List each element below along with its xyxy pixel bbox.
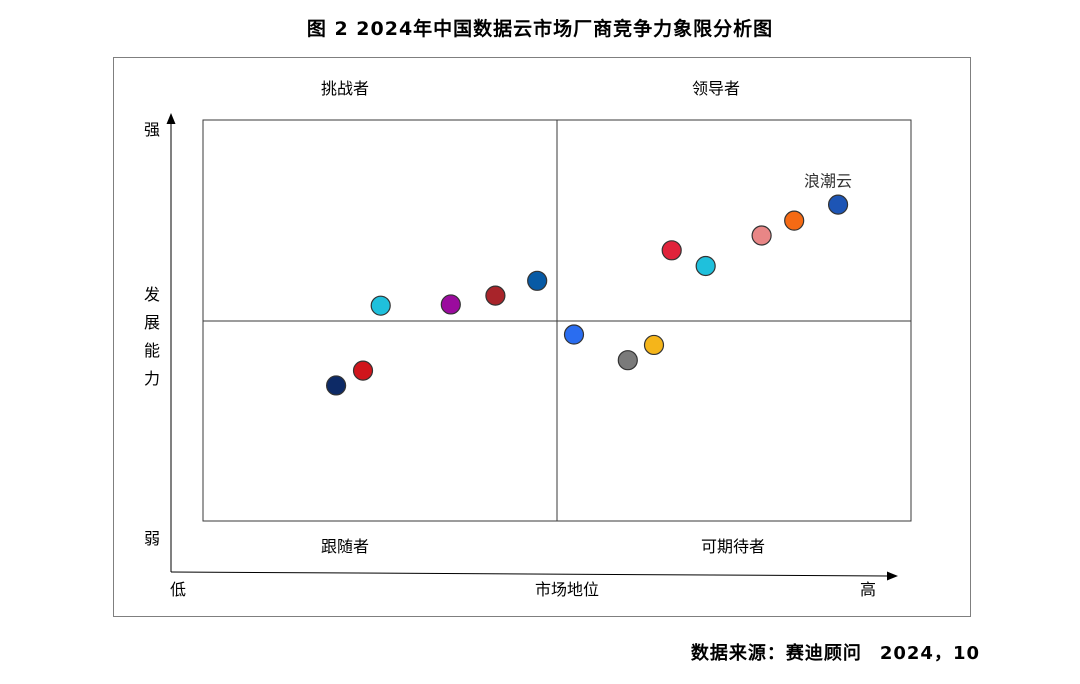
data-point <box>827 194 849 215</box>
data-point <box>661 240 682 261</box>
x-axis-title: 市场地位 <box>535 580 599 599</box>
y-axis-title-char: 力 <box>144 369 160 388</box>
data-point <box>563 324 585 345</box>
data-point <box>440 294 461 315</box>
y-axis-title-char: 展 <box>144 313 160 332</box>
source-date: 2024，10 <box>879 643 980 664</box>
chart-frame <box>113 57 971 617</box>
axes <box>166 113 898 581</box>
data-point <box>352 360 374 381</box>
data-point-label: 浪潮云 <box>804 172 852 191</box>
y-axis-arrow <box>166 113 176 124</box>
data-point <box>485 285 506 306</box>
figure-title: 图 2 2024年中国数据云市场厂商竞争力象限分析图 <box>306 18 774 40</box>
data-point <box>695 255 716 277</box>
quadrant-label-challengers: 挑战者 <box>321 79 369 98</box>
x-axis-high-label: 高 <box>860 580 876 599</box>
quadrant-label-promising: 可期待者 <box>701 537 765 556</box>
data-point <box>643 334 665 356</box>
data-points: 浪潮云 <box>326 172 852 396</box>
x-axis-arrow <box>887 571 898 581</box>
y-axis-low-label: 弱 <box>144 529 160 548</box>
y-axis-title-char: 发 <box>144 285 160 304</box>
quadrant-grid <box>202 119 912 522</box>
source-label: 数据来源：赛迪顾问 <box>690 643 862 664</box>
data-point <box>370 295 391 316</box>
x-axis-line <box>170 571 889 577</box>
source-note: 数据来源：赛迪顾问 2024，10 <box>691 639 980 665</box>
y-axis-title-char: 能 <box>144 341 160 360</box>
y-axis-high-label: 强 <box>144 120 160 139</box>
quadrant-label-followers: 跟随者 <box>321 537 369 556</box>
x-axis-low-label: 低 <box>170 580 186 599</box>
quadrant-label-leaders: 领导者 <box>692 79 740 98</box>
data-point <box>527 270 548 291</box>
data-point <box>784 210 805 231</box>
data-point <box>617 350 638 371</box>
data-point <box>751 225 772 246</box>
data-point <box>326 375 347 396</box>
